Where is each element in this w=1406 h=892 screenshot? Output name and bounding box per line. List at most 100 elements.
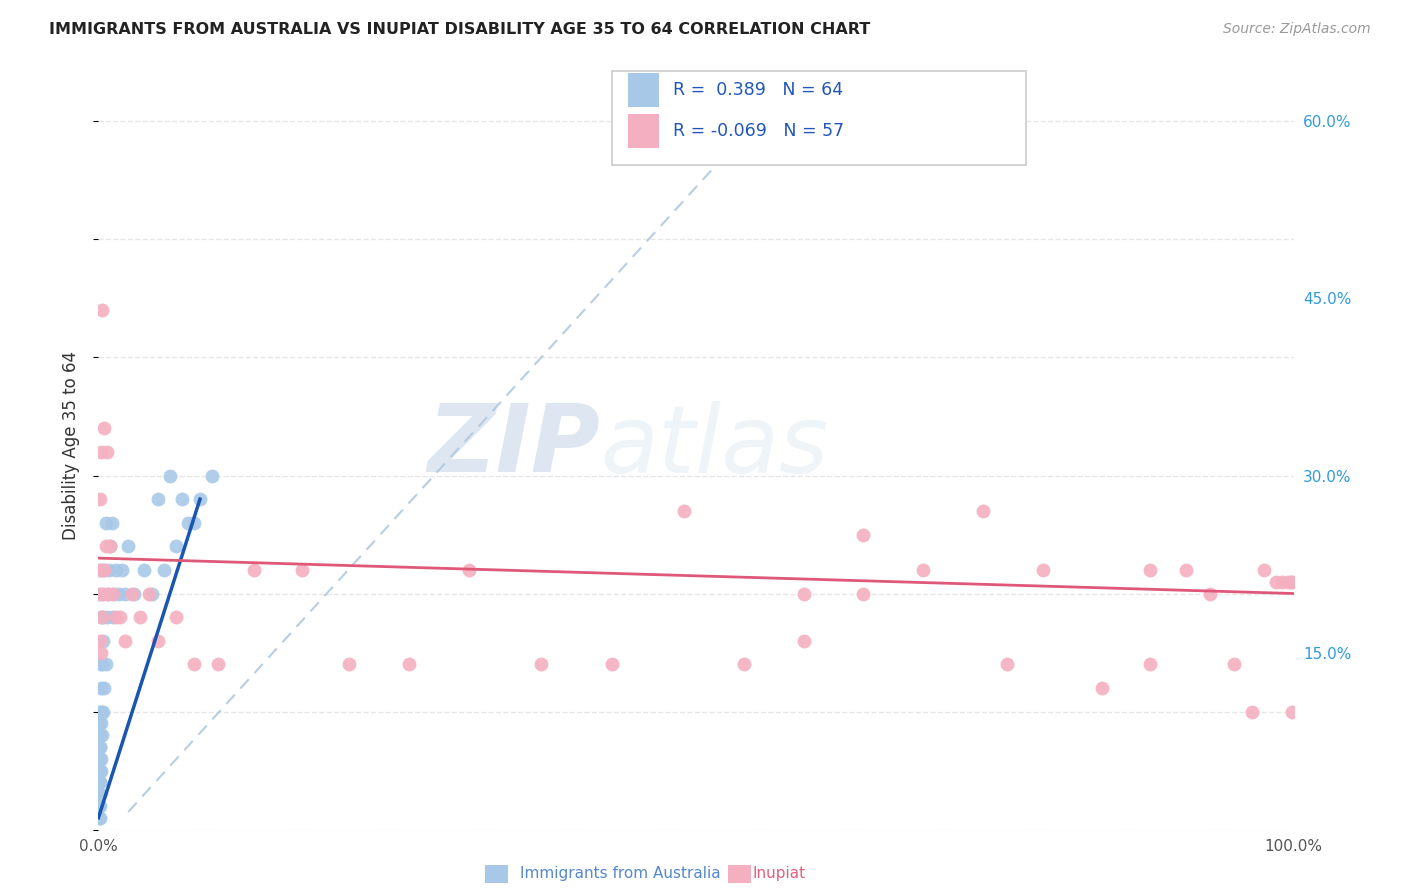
Point	[89, 787, 111, 801]
Point	[1139, 563, 1161, 577]
Point	[1240, 705, 1263, 719]
Point	[90, 657, 112, 672]
Point	[201, 468, 224, 483]
Point	[89, 811, 111, 825]
Point	[339, 657, 361, 672]
Point	[105, 610, 128, 624]
Point	[995, 657, 1018, 672]
Point	[1223, 657, 1246, 672]
Point	[183, 657, 205, 672]
Point	[530, 657, 553, 672]
Text: R =  0.389   N = 64: R = 0.389 N = 64	[673, 81, 844, 99]
Point	[602, 657, 624, 672]
Point	[89, 728, 111, 742]
Point	[89, 716, 111, 731]
Point	[89, 752, 111, 766]
Point	[89, 739, 111, 754]
Point	[117, 539, 139, 553]
Point	[1253, 563, 1275, 577]
Point	[172, 492, 194, 507]
Point	[852, 527, 875, 541]
Point	[91, 633, 114, 648]
Point	[91, 657, 114, 672]
Point	[1091, 681, 1114, 695]
Point	[87, 775, 110, 789]
Point	[165, 610, 187, 624]
Point	[89, 764, 111, 778]
Point	[87, 787, 110, 801]
Point	[87, 764, 110, 778]
Point	[89, 705, 111, 719]
Point	[91, 728, 114, 742]
Point	[94, 539, 117, 553]
Point	[90, 646, 112, 660]
Text: ZIP: ZIP	[427, 400, 600, 492]
Point	[89, 752, 111, 766]
Point	[90, 752, 112, 766]
Text: IMMIGRANTS FROM AUSTRALIA VS INUPIAT DISABILITY AGE 35 TO 64 CORRELATION CHART: IMMIGRANTS FROM AUSTRALIA VS INUPIAT DIS…	[49, 22, 870, 37]
Point	[114, 586, 136, 600]
Point	[188, 492, 211, 507]
Point	[138, 586, 160, 600]
Point	[121, 586, 143, 600]
Point	[148, 633, 170, 648]
Text: Immigrants from Australia: Immigrants from Australia	[520, 866, 721, 881]
Point	[89, 775, 111, 789]
Point	[94, 516, 117, 530]
Point	[793, 633, 815, 648]
Point	[89, 799, 111, 814]
Point	[87, 811, 110, 825]
Point	[972, 504, 994, 518]
Point	[673, 504, 696, 518]
Point	[111, 563, 134, 577]
Point	[87, 586, 110, 600]
Point	[129, 610, 152, 624]
Y-axis label: Disability Age 35 to 64: Disability Age 35 to 64	[62, 351, 80, 541]
Point	[159, 468, 181, 483]
Point	[101, 586, 124, 600]
Point	[793, 586, 815, 600]
Point	[153, 563, 176, 577]
Point	[1277, 574, 1299, 589]
Point	[108, 610, 131, 624]
Point	[90, 705, 112, 719]
Point	[94, 657, 117, 672]
Point	[107, 586, 129, 600]
Point	[98, 539, 122, 553]
Point	[1271, 574, 1294, 589]
Point	[96, 445, 118, 459]
Point	[114, 633, 136, 648]
Point	[90, 563, 112, 577]
Point	[91, 610, 114, 624]
Point	[1175, 563, 1198, 577]
Point	[91, 705, 114, 719]
Point	[733, 657, 755, 672]
Point	[458, 563, 481, 577]
Point	[89, 799, 111, 814]
Point	[398, 657, 420, 672]
Point	[93, 563, 115, 577]
Point	[1199, 586, 1222, 600]
Point	[89, 492, 111, 507]
Point	[89, 563, 111, 577]
Point	[90, 764, 112, 778]
Text: Inupiat: Inupiat	[752, 866, 806, 881]
Point	[89, 775, 111, 789]
Point	[165, 539, 187, 553]
Point	[911, 563, 934, 577]
Point	[91, 586, 114, 600]
Point	[98, 539, 122, 553]
Point	[1281, 574, 1303, 589]
Point	[93, 681, 115, 695]
Point	[1279, 574, 1302, 589]
Text: Source: ZipAtlas.com: Source: ZipAtlas.com	[1223, 22, 1371, 37]
Text: atlas: atlas	[600, 401, 828, 491]
Point	[90, 610, 112, 624]
Point	[97, 586, 120, 600]
Point	[91, 586, 114, 600]
Point	[177, 516, 200, 530]
Point	[89, 787, 111, 801]
Point	[1281, 705, 1303, 719]
Point	[97, 586, 120, 600]
Point	[87, 799, 110, 814]
